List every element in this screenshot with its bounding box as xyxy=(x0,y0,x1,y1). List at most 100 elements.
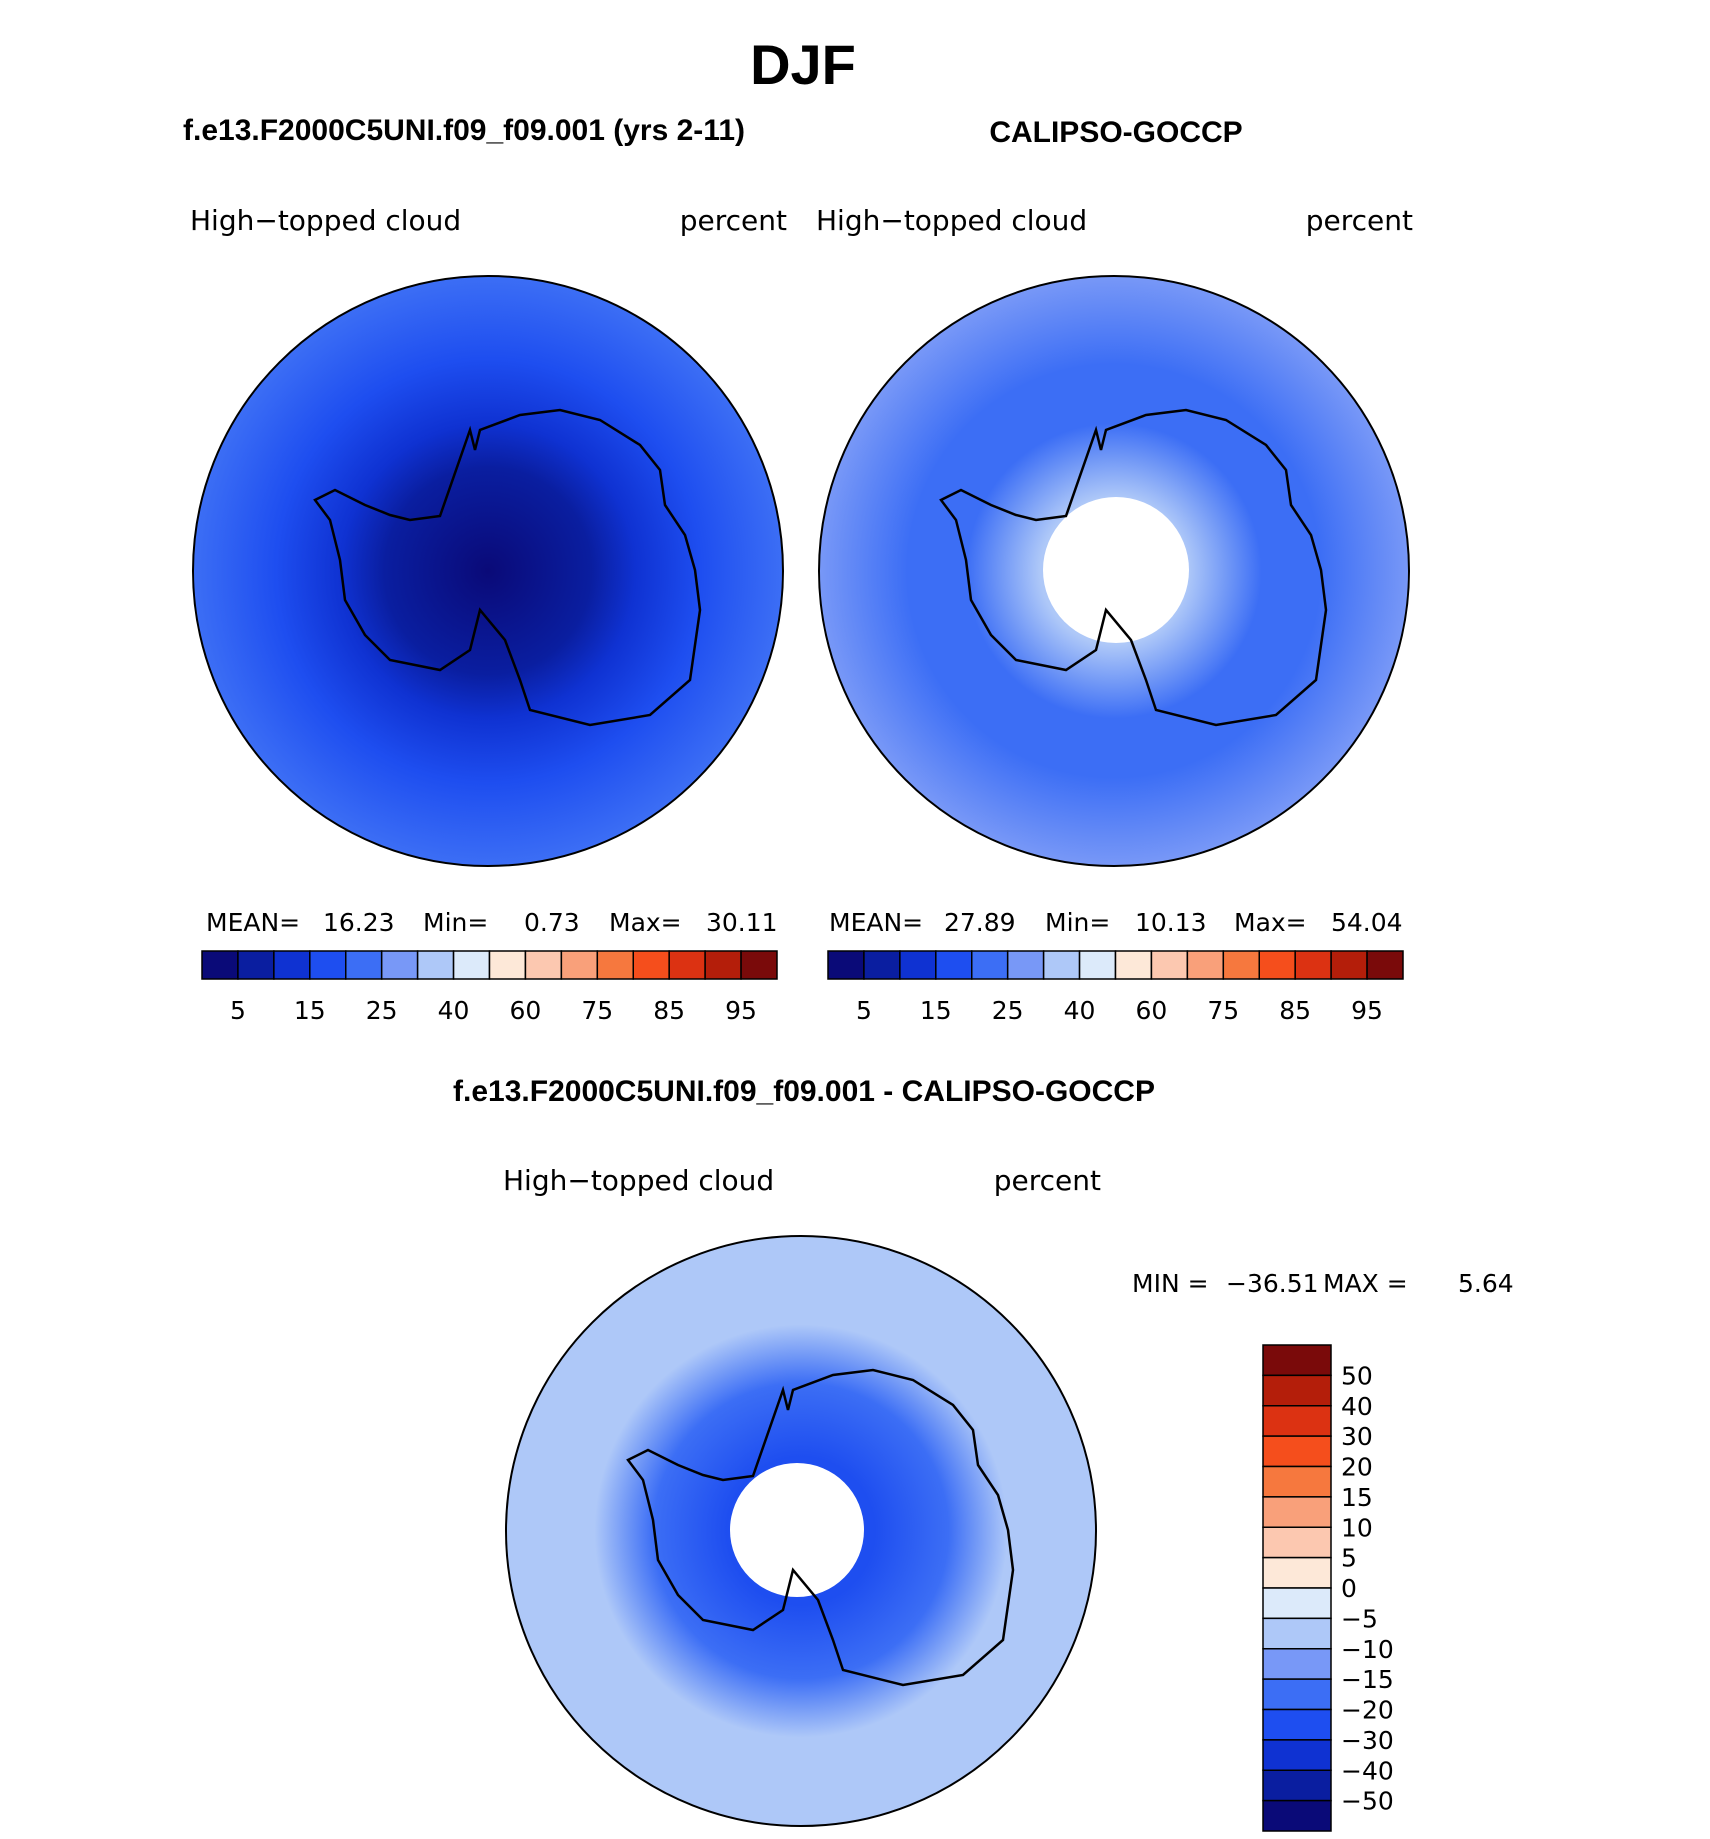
colorbar-swatch xyxy=(273,950,311,980)
obs-colorbar: 5 15 25 40 60 75 85 95 xyxy=(827,950,1404,1025)
colorbar-swatch xyxy=(488,950,527,980)
colorbar-tick-label: 5 xyxy=(230,996,246,1025)
colorbar-swatch xyxy=(1262,1678,1332,1711)
diff-field-label: High−topped cloud xyxy=(503,1164,774,1197)
colorbar-swatch xyxy=(1114,950,1153,980)
colorbar-tick-label: 50 xyxy=(1341,1361,1373,1390)
colorbar-tick-label: −5 xyxy=(1341,1604,1378,1633)
colorbar-swatch xyxy=(1262,1587,1332,1620)
model-stats: MEAN= 16.23 Min= 0.73 Max= 30.11 xyxy=(206,908,778,937)
antarctica-coastline xyxy=(313,408,702,727)
model-panel-header: f.e13.F2000C5UNI.f09_f09.001 (yrs 2-11) xyxy=(183,114,745,147)
colorbar-tick-label: 95 xyxy=(725,996,757,1025)
colorbar-tick-label: 15 xyxy=(920,996,952,1025)
colorbar-tick-label: 5 xyxy=(1341,1544,1357,1573)
colorbar-tick-label: 60 xyxy=(1136,996,1168,1025)
colorbar-swatch xyxy=(1262,1465,1332,1498)
colorbar-swatch xyxy=(1150,950,1189,980)
colorbar-swatch xyxy=(1330,950,1368,980)
colorbar-swatch xyxy=(1258,950,1296,980)
colorbar-swatch xyxy=(1262,1799,1332,1832)
colorbar-tick-label: 40 xyxy=(1341,1392,1373,1421)
colorbar-swatch xyxy=(1186,950,1225,980)
model-field-label: High−topped cloud xyxy=(190,204,461,237)
colorbar-tick-label: 40 xyxy=(438,996,470,1025)
colorbar-swatch xyxy=(416,950,455,980)
colorbar-tick-label: 60 xyxy=(510,996,542,1025)
colorbar-swatch xyxy=(1262,1617,1332,1650)
diff-units-label: percent xyxy=(994,1164,1101,1197)
diff-panel-header: f.e13.F2000C5UNI.f09_f09.001 - CALIPSO-G… xyxy=(453,1075,1155,1108)
colorbar-swatch xyxy=(1262,1556,1332,1589)
colorbar-swatch xyxy=(668,950,706,980)
colorbar-tick-label: 75 xyxy=(581,996,613,1025)
model-polar-map xyxy=(192,275,784,867)
colorbar-swatch xyxy=(971,950,1009,980)
colorbar-swatch xyxy=(1262,1739,1332,1771)
colorbar-swatch xyxy=(1262,1708,1332,1741)
colorbar-swatch xyxy=(899,950,937,980)
colorbar-swatch xyxy=(935,950,973,980)
missing-data-pole xyxy=(1043,497,1189,643)
obs-polar-map xyxy=(818,275,1410,867)
colorbar-swatch xyxy=(863,950,901,980)
colorbar-tick-label: 85 xyxy=(1279,996,1311,1025)
colorbar-swatch xyxy=(827,950,865,980)
colorbar-swatch xyxy=(1294,950,1332,980)
colorbar-swatch xyxy=(704,950,742,980)
figure-title: DJF xyxy=(750,33,856,96)
colorbar-tick-label: −30 xyxy=(1341,1726,1394,1755)
colorbar-swatch xyxy=(201,950,239,980)
colorbar-tick-label: −50 xyxy=(1341,1787,1394,1816)
diff-polar-map xyxy=(505,1235,1097,1827)
colorbar-tick-label: −15 xyxy=(1341,1665,1394,1694)
colorbar-swatch xyxy=(1006,950,1045,980)
obs-panel-header: CALIPSO-GOCCP xyxy=(989,116,1242,149)
colorbar-swatch xyxy=(1262,1648,1332,1680)
antarctica-coastline xyxy=(939,408,1328,727)
colorbar-tick-label: −10 xyxy=(1341,1635,1394,1664)
colorbar-tick-label: 85 xyxy=(653,996,685,1025)
colorbar-swatch xyxy=(1262,1435,1332,1468)
colorbar-tick-label: 0 xyxy=(1341,1574,1357,1603)
colorbar-swatch xyxy=(1262,1526,1332,1559)
model-units-label: percent xyxy=(680,204,787,237)
colorbar-tick-label: 5 xyxy=(856,996,872,1025)
colorbar-tick-label: 15 xyxy=(1341,1483,1373,1512)
colorbar-swatch xyxy=(560,950,599,980)
model-colorbar: 5 15 25 40 60 75 85 95 xyxy=(201,950,778,1025)
colorbar-swatch xyxy=(345,950,383,980)
colorbar-tick-label: 25 xyxy=(366,996,398,1025)
colorbar-swatch xyxy=(1078,950,1117,980)
colorbar-swatch xyxy=(237,950,275,980)
colorbar-tick-label: 25 xyxy=(992,996,1024,1025)
colorbar-swatch xyxy=(740,950,778,980)
colorbar-swatch xyxy=(1262,1496,1332,1528)
colorbar-swatch xyxy=(309,950,347,980)
colorbar-swatch xyxy=(632,950,670,980)
colorbar-swatch xyxy=(1262,1769,1332,1802)
colorbar-tick-label: 15 xyxy=(294,996,326,1025)
colorbar-swatch xyxy=(1222,950,1260,980)
colorbar-swatch xyxy=(1262,1405,1332,1437)
colorbar-swatch xyxy=(380,950,419,980)
colorbar-swatch xyxy=(524,950,563,980)
obs-units-label: percent xyxy=(1306,204,1413,237)
colorbar-tick-label: 40 xyxy=(1064,996,1096,1025)
colorbar-tick-label: −40 xyxy=(1341,1756,1394,1785)
diff-stats: MIN = −36.51 MAX = 5.64 xyxy=(1132,1269,1514,1298)
colorbar-swatch xyxy=(1366,950,1404,980)
colorbar-swatch xyxy=(452,950,491,980)
colorbar-tick-label: 95 xyxy=(1351,996,1383,1025)
antarctica-coastline xyxy=(626,1368,1015,1687)
colorbar-tick-label: 30 xyxy=(1341,1422,1373,1451)
colorbar-tick-label: 75 xyxy=(1207,996,1239,1025)
colorbar-swatch xyxy=(596,950,634,980)
colorbar-tick-label: −20 xyxy=(1341,1696,1394,1725)
obs-stats: MEAN= 27.89 Min= 10.13 Max= 54.04 xyxy=(829,908,1403,937)
colorbar-tick-label: 20 xyxy=(1341,1453,1373,1482)
obs-field-label: High−topped cloud xyxy=(816,204,1087,237)
colorbar-swatch xyxy=(1262,1344,1332,1377)
